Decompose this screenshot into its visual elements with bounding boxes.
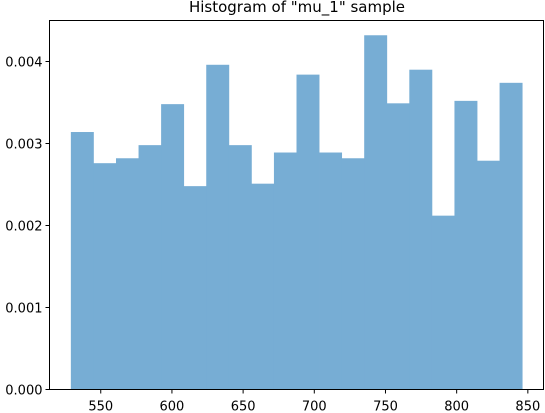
plot-frame bbox=[49, 20, 544, 390]
y-tick-label: 0.001 bbox=[5, 302, 42, 317]
histogram-bar bbox=[364, 35, 388, 390]
histogram-bar bbox=[386, 103, 410, 390]
histogram-bar bbox=[138, 145, 162, 390]
histogram-bar bbox=[409, 69, 433, 390]
y-tick-label: 0.000 bbox=[5, 384, 42, 399]
histogram-bar bbox=[206, 64, 230, 390]
histogram-bar bbox=[499, 82, 523, 390]
x-axis-ticks: 550 600 650 700 750 800 850 bbox=[88, 389, 540, 413]
histogram-bar bbox=[251, 183, 275, 390]
histogram-bar bbox=[115, 158, 139, 390]
histogram-bar bbox=[431, 215, 455, 390]
histogram-bar bbox=[477, 160, 500, 390]
y-tick-label: 0.003 bbox=[5, 138, 42, 153]
x-tick-label: 550 bbox=[88, 400, 113, 413]
histogram-bar bbox=[161, 104, 185, 390]
histogram-bar bbox=[183, 186, 207, 390]
x-tick-label: 850 bbox=[515, 400, 540, 413]
histogram-bar bbox=[70, 132, 94, 390]
histogram-bar bbox=[319, 152, 343, 390]
y-tick-label: 0.004 bbox=[5, 56, 42, 71]
bars-group bbox=[70, 35, 523, 390]
x-tick-label: 800 bbox=[444, 400, 469, 413]
histogram-bar bbox=[93, 163, 117, 390]
x-tick-label: 700 bbox=[302, 400, 327, 413]
histogram-bar bbox=[273, 152, 297, 390]
y-axis-ticks: 0.000 0.001 0.002 0.003 0.004 bbox=[5, 56, 50, 399]
histogram-bar bbox=[454, 100, 478, 390]
histogram-bar bbox=[228, 145, 252, 390]
chart-title: Histogram of "mu_1" sample bbox=[189, 0, 405, 17]
x-tick-label: 600 bbox=[160, 400, 185, 413]
histogram-bar bbox=[341, 158, 365, 390]
histogram-bar bbox=[296, 74, 320, 390]
y-tick-label: 0.002 bbox=[5, 220, 42, 235]
x-tick-label: 650 bbox=[231, 400, 256, 413]
x-tick-label: 750 bbox=[373, 400, 398, 413]
